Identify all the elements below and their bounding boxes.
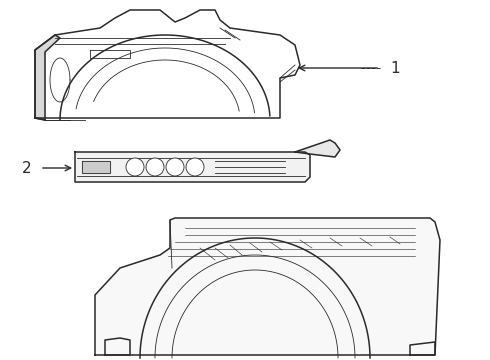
Polygon shape [82, 161, 110, 173]
Circle shape [126, 158, 144, 176]
Polygon shape [95, 218, 440, 355]
Polygon shape [35, 35, 60, 120]
Circle shape [186, 158, 204, 176]
Circle shape [146, 158, 164, 176]
Polygon shape [75, 152, 310, 182]
Text: 2: 2 [22, 161, 32, 176]
Circle shape [166, 158, 184, 176]
Text: 1: 1 [390, 60, 400, 76]
Polygon shape [295, 140, 340, 157]
